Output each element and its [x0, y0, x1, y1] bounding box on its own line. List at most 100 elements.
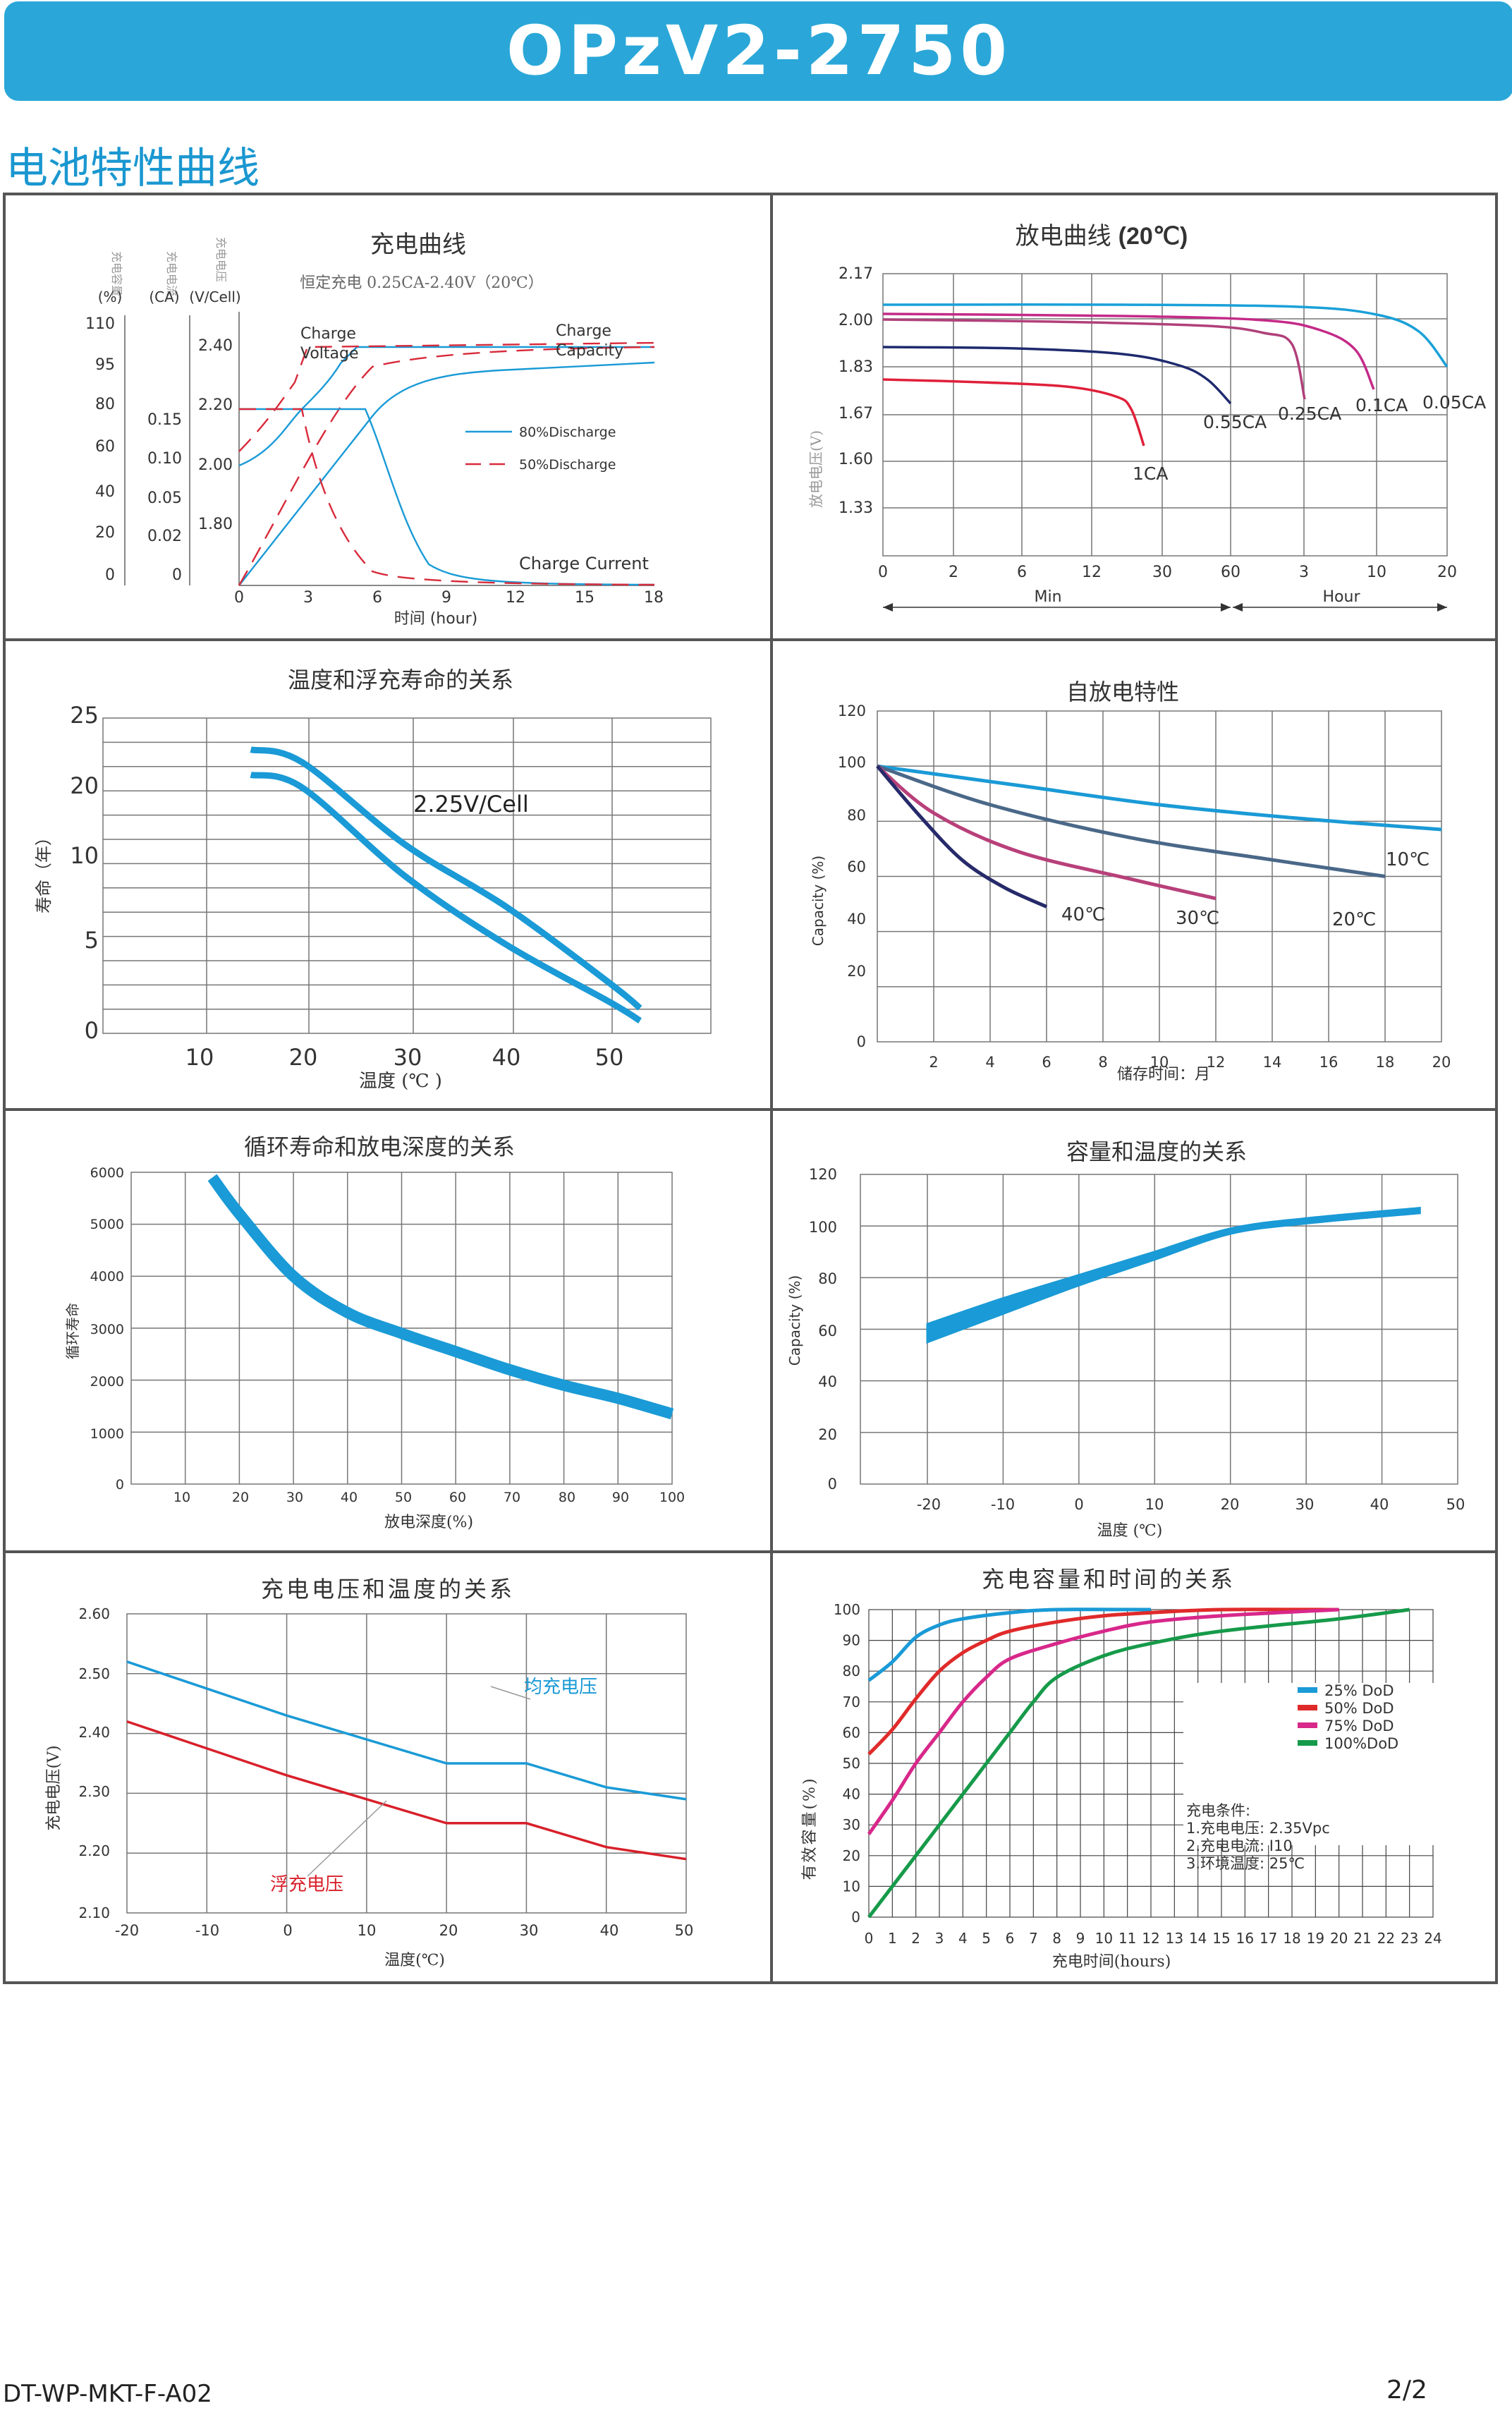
charge-curve-chart: 充电曲线 恒定充电 0.25CA-2.40V（20℃） 充电容量 充电电流 充电… — [85, 231, 664, 628]
x-axis-label: 储存时间：月 — [1117, 1066, 1210, 1083]
y-axis-label: 充电电压(V) — [45, 1745, 63, 1830]
y-tick: 2.20 — [78, 1842, 110, 1859]
x-group-hour: Hour — [1323, 588, 1361, 606]
x-tick: 12 — [1082, 564, 1102, 581]
equalize-voltage-line — [126, 1660, 687, 1801]
float-life-lower-line — [250, 772, 642, 1023]
y-tick: 5000 — [90, 1217, 124, 1232]
x-group-min: Min — [1034, 588, 1061, 606]
x-tick: -20 — [115, 1922, 139, 1939]
charge-condition: 2.充电电流: I10 — [1186, 1837, 1293, 1854]
current-unit: (CA) — [149, 288, 179, 305]
series-label: 40℃ — [1061, 904, 1105, 925]
chart-title: 自放电特性 — [1066, 679, 1179, 705]
x-tick: 10 — [1095, 1930, 1113, 1947]
y-tick: 0 — [85, 1017, 99, 1044]
chart-grid — [3, 193, 1498, 1984]
x-tick: 18 — [1376, 1054, 1395, 1071]
y-tick: 0 — [857, 1033, 866, 1050]
y-tick: 60 — [818, 1323, 837, 1339]
y-tick: 1.83 — [839, 358, 873, 376]
x-tick: 50 — [395, 1490, 412, 1505]
voltage-tick: 2.00 — [198, 456, 233, 474]
x-tick: 0 — [865, 1930, 874, 1947]
x-tick: 15 — [575, 589, 595, 607]
y-tick: 120 — [809, 1166, 837, 1183]
current-50-curve — [239, 408, 655, 586]
y-tick: 40 — [843, 1786, 860, 1803]
x-tick: 50 — [1446, 1496, 1465, 1513]
x-tick: 18 — [1283, 1930, 1300, 1947]
x-tick: 16 — [1236, 1930, 1254, 1947]
charge-capacity-line — [867, 1607, 1339, 1835]
x-axis-label: 充电时间(hours) — [1052, 1953, 1171, 1971]
y-tick: 2.17 — [839, 265, 873, 283]
x-tick: 3 — [1299, 564, 1309, 581]
current-tick: 0.10 — [147, 450, 182, 468]
charge-capacity-time-chart: 充电容量和时间的关系 有效容量(%) 100908070605040302010… — [801, 1566, 1473, 1971]
page-number: 2/2 — [1386, 2376, 1427, 2405]
y-tick: 80 — [843, 1663, 860, 1679]
y-axis-label: 寿命（年） — [34, 829, 54, 913]
chart-title: 充电容量和时间的关系 — [982, 1566, 1236, 1593]
series-label: 30℃ — [1176, 908, 1219, 929]
chart-title: 放电曲线 (20℃) — [1016, 222, 1188, 250]
current-tick: 0.05 — [147, 490, 182, 507]
x-tick: 20 — [1221, 1496, 1240, 1513]
float-life-upper-line — [250, 746, 642, 1011]
y-tick: 1.33 — [839, 499, 873, 517]
y-tick: 2.60 — [78, 1605, 110, 1622]
legend-80-discharge: 80%Discharge — [519, 425, 616, 440]
x-tick: 30 — [286, 1490, 303, 1505]
voltage-tick: 2.40 — [198, 337, 233, 355]
x-tick: 10 — [358, 1922, 377, 1939]
x-tick: 14 — [1189, 1930, 1207, 1947]
cycle-life-chart: 循环寿命和放电深度的关系 循环寿命 6000 5000 4000 3000 2000 10… — [64, 1133, 685, 1531]
x-tick: 7 — [1029, 1930, 1038, 1947]
x-tick: 6 — [1042, 1054, 1051, 1071]
y-tick: 20 — [847, 963, 866, 980]
y-tick: 20 — [843, 1847, 860, 1864]
x-tick: 30 — [520, 1922, 539, 1939]
x-tick: 70 — [504, 1490, 520, 1505]
curve-label: 0.25CA — [1278, 403, 1341, 424]
x-tick: 14 — [1263, 1054, 1282, 1071]
y-tick: 70 — [843, 1694, 860, 1710]
chart-title: 温度和浮充寿命的关系 — [288, 667, 513, 693]
x-tick: 5 — [982, 1930, 991, 1947]
y-tick: 1000 — [90, 1426, 124, 1442]
y-axis-label: 循环寿命 — [64, 1303, 81, 1359]
x-tick: 1 — [888, 1930, 897, 1947]
x-tick: 19 — [1307, 1930, 1324, 1947]
x-tick: 10 — [1367, 564, 1386, 581]
x-tick: 2 — [929, 1054, 938, 1071]
x-axis-label: 放电深度(%) — [384, 1514, 473, 1531]
y-axis-label: 放电电压(V) — [807, 430, 824, 508]
label-charge-voltage: Charge Voltage — [300, 325, 359, 363]
charge-capacity-line — [867, 1607, 1410, 1919]
current-tick: 0 — [172, 566, 182, 584]
discharge-curve-0.25ca — [882, 318, 1306, 400]
x-tick: 22 — [1377, 1930, 1395, 1947]
x-tick: -10 — [195, 1922, 219, 1939]
x-tick: 10 — [185, 1044, 214, 1071]
voltage-unit: (V/Cell) — [189, 288, 240, 305]
x-tick: 15 — [1212, 1930, 1230, 1947]
y-axis-label: Capacity (%) — [786, 1275, 803, 1366]
y-tick: 25 — [70, 702, 99, 729]
capacity-tick: 0 — [105, 566, 115, 584]
chart-title: 充电电压和温度的关系 — [261, 1576, 515, 1603]
y-axis-label: 有效容量(%) — [801, 1776, 819, 1880]
self-discharge-line — [876, 765, 1217, 901]
legend-50-discharge: 50%Discharge — [519, 457, 616, 473]
series-label: 20℃ — [1332, 909, 1376, 930]
legend-entry: 50% DoD — [1324, 1700, 1394, 1717]
x-tick: 18 — [644, 589, 664, 607]
x-tick: 30 — [1152, 564, 1172, 581]
x-tick: 11 — [1118, 1930, 1136, 1947]
x-tick: 2 — [911, 1930, 920, 1947]
x-tick: 20 — [1330, 1930, 1348, 1947]
capacity-50-curve — [238, 346, 655, 586]
current-tick: 0.02 — [147, 528, 182, 545]
